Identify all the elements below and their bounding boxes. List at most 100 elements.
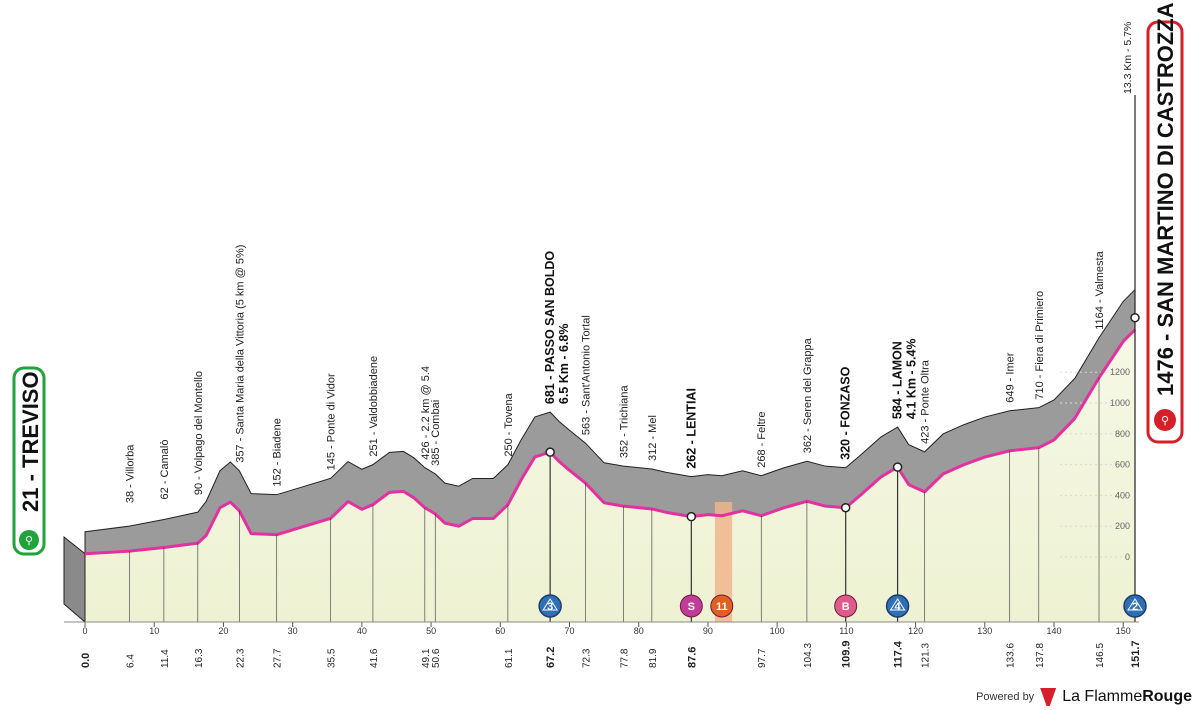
km-label: 133.6 xyxy=(1006,643,1017,668)
waypoint-label: 710 - Fiera di Primiero xyxy=(1034,291,1046,400)
brand-name: La FlammeRouge xyxy=(1062,688,1192,706)
waypoint-dot xyxy=(892,462,903,472)
waypoint-label: 352 - Trichiana xyxy=(618,385,630,459)
waypoint-label: 262 - LENTIAI xyxy=(684,388,698,469)
km-label: 16.3 xyxy=(194,648,205,668)
km-label: 117.4 xyxy=(893,640,905,668)
kom-marker xyxy=(538,594,562,618)
km-label: 27.7 xyxy=(273,648,284,668)
x-tick-label: 0 xyxy=(82,626,87,636)
waypoint-label: 152 - Biadene xyxy=(272,418,284,487)
x-tick-label: 70 xyxy=(565,626,575,636)
km-label: 72.3 xyxy=(581,648,592,668)
kom-marker xyxy=(885,594,910,618)
x-tick-label: 100 xyxy=(770,626,785,636)
km-label: 50.6 xyxy=(431,648,442,668)
km-label: 146.5 xyxy=(1095,643,1106,668)
alt-tick-label: 400 xyxy=(1115,490,1130,500)
waypoint-label: 38 - Villorba xyxy=(124,444,136,503)
waypoint-label: 90 - Volpago del Montello xyxy=(193,371,205,495)
waypoint-label: 357 - Santa Maria della Vittoria (5 km @… xyxy=(234,245,246,463)
powered-by-label: Powered by xyxy=(976,691,1035,703)
alt-tick-label: 0 xyxy=(1125,552,1130,562)
svg-text:⚲: ⚲ xyxy=(1161,414,1169,427)
finish-dot xyxy=(1130,312,1140,323)
kom-marker-label: 2 xyxy=(1132,601,1138,613)
km-label: 151.7 xyxy=(1130,640,1142,668)
bonus-marker xyxy=(834,594,858,618)
x-tick-label: 110 xyxy=(839,626,853,636)
svg-text:⚲: ⚲ xyxy=(25,534,33,547)
x-tick-label: 130 xyxy=(977,626,992,636)
x-tick-label: 50 xyxy=(426,626,436,636)
x-tick-label: 60 xyxy=(495,626,505,636)
waypoint-label: 145 - Ponte di Vidor xyxy=(326,373,338,470)
kom-mountain-icon xyxy=(542,598,559,611)
x-tick-label: 90 xyxy=(703,626,713,636)
waypoint-dot xyxy=(840,502,851,513)
last-km-marker-label: 11 xyxy=(716,601,728,613)
alt-tick-label: 600 xyxy=(1115,460,1130,470)
la-flamme-rouge-icon xyxy=(1040,688,1057,706)
x-tick-label: 30 xyxy=(288,626,298,636)
waypoint-label: 320 - FONZASO xyxy=(839,366,853,459)
finish-cyclist-icon xyxy=(1154,409,1176,431)
km-label: 41.6 xyxy=(369,648,380,668)
km-label: 35.5 xyxy=(327,648,338,668)
waypoint-sublabel: 4.1 Km - 5.4% xyxy=(905,338,919,419)
km-label: 61.1 xyxy=(504,648,515,668)
km-label: 121.3 xyxy=(921,643,932,668)
x-tick-label: 10 xyxy=(149,626,159,636)
ground-area xyxy=(85,329,1135,622)
waypoint-label: 62 - Camalò xyxy=(159,440,171,500)
kom-marker xyxy=(1123,594,1147,618)
waypoint-label: 268 - Feltre xyxy=(756,411,768,467)
finish-badge: 1476 - SAN MARTINO DI CASTROZZA ⚲ xyxy=(1146,2,1184,444)
bonus-marker-label: B xyxy=(842,601,850,613)
brand-light: La Flamme xyxy=(1062,688,1143,705)
kom-mountain-icon xyxy=(889,598,906,611)
x-tick-label: 80 xyxy=(634,626,644,636)
x-tick-label: 140 xyxy=(1047,626,1062,636)
waypoint-label: 250 - Tovena xyxy=(503,392,515,456)
alt-tick-label: 1200 xyxy=(1110,367,1130,377)
start-cyclist-icon xyxy=(19,530,39,550)
km-label: 137.8 xyxy=(1035,643,1046,668)
x-tick-label: 40 xyxy=(357,626,367,636)
kom-marker-label: 3 xyxy=(547,601,553,613)
km-label: 6.4 xyxy=(125,654,136,668)
x-tick-label: 120 xyxy=(908,626,923,636)
sprint-marker-label: S xyxy=(688,601,695,613)
alt-tick-label: 800 xyxy=(1115,429,1130,439)
km-label: 77.8 xyxy=(619,648,630,668)
km-label: 11.4 xyxy=(160,649,171,668)
start-name: 21 - TREVISO xyxy=(18,371,43,512)
waypoint-label: 649 - Imer xyxy=(1005,352,1017,402)
km-label: 81.9 xyxy=(648,648,659,668)
km-label: 49.1 xyxy=(421,648,432,668)
waypoint-label: 681 - PASSO SAN BOLDO xyxy=(543,251,557,405)
waypoint-label: 563 - Sant'Antonio Tortal xyxy=(580,315,592,435)
finish-name: 1476 - SAN MARTINO DI CASTROZZA xyxy=(1153,2,1178,396)
waypoint-label: 251 - Valdobbiadene xyxy=(368,356,380,457)
waypoint-sublabel: 6.5 Km - 6.8% xyxy=(557,324,571,405)
alt-tick-label: 1000 xyxy=(1110,398,1130,408)
km-label: 67.2 xyxy=(545,647,557,668)
km-label: 87.6 xyxy=(686,647,698,668)
last-km-marker xyxy=(710,594,734,618)
waypoint-label: 584 - LAMON xyxy=(891,341,905,419)
waypoint-label: 385 - Combai xyxy=(430,400,442,466)
waypoint-label: 312 - Mel xyxy=(647,415,659,461)
sprint-marker xyxy=(679,594,703,618)
waypoint-label: 423 - Ponte Oltra xyxy=(920,359,932,444)
waypoint-label: 362 - Seren del Grappa xyxy=(802,337,814,453)
km-label: 97.7 xyxy=(757,648,768,668)
waypoint-label: 1164 - Valmesta xyxy=(1094,250,1106,329)
road-line xyxy=(84,328,1137,556)
kom-marker-label: 4 xyxy=(895,601,902,613)
x-tick-label: 20 xyxy=(218,626,228,636)
relief-side xyxy=(63,535,86,624)
waypoint-dot xyxy=(545,447,555,457)
waypoint-label: 426 - 2.2 km @ 5.4 xyxy=(420,366,432,460)
